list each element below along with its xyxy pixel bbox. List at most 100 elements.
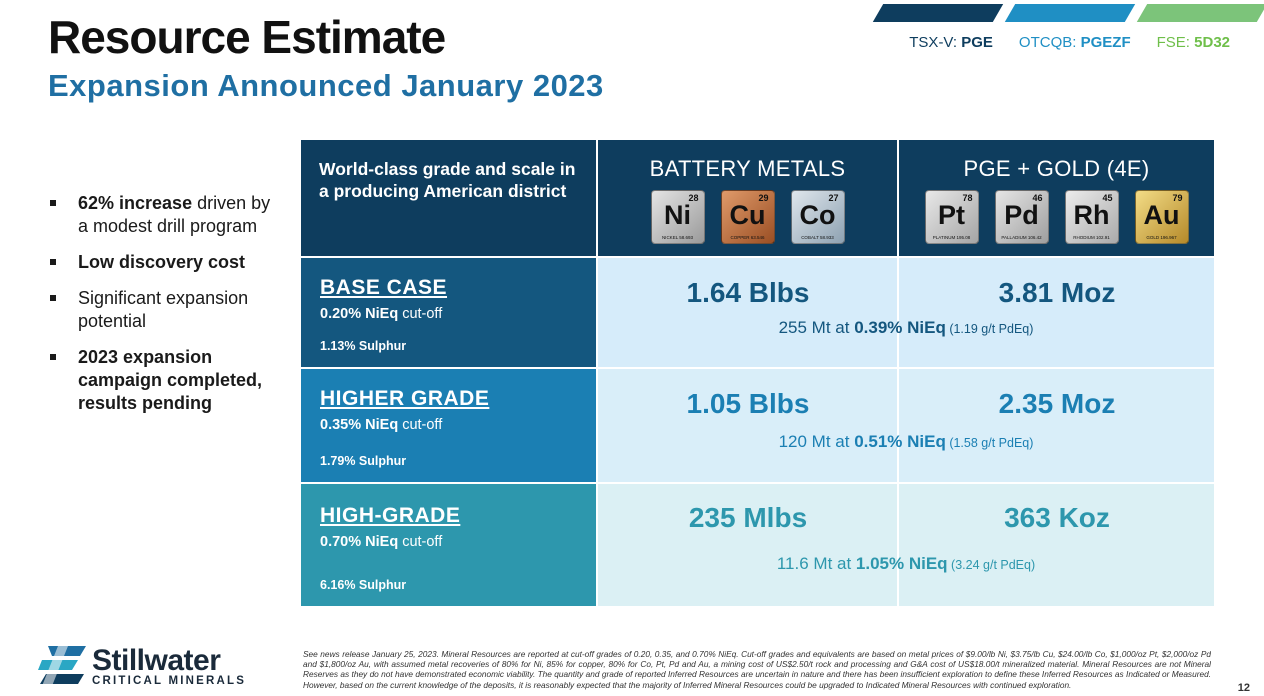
bullet-bold-text: Low discovery cost: [78, 252, 246, 272]
page-subtitle: Expansion Announced January 2023: [48, 68, 604, 103]
row-label-higher-grade: HIGHER GRADE 0.35% NiEq cut-off 1.79% Sulp…: [301, 369, 596, 482]
cutoff-value: 0.20% NiEq: [320, 306, 399, 322]
page-title: Resource Estimate: [48, 11, 446, 63]
cutoff-grade: 0.35% NiEq cut-off: [320, 417, 596, 433]
row-data: 235 Mlbs 363 Koz 11.6 Mt at 1.05% NiEq (3.…: [598, 484, 1214, 606]
header-decor-stripes: [870, 4, 1264, 24]
element-number: 46: [1032, 193, 1043, 203]
stripe-green: [1136, 4, 1264, 22]
battery-metals-header: BATTERY METALS 28 Ni NICKEL 58.693 29 Cu COPP…: [598, 140, 897, 256]
element-number: 27: [828, 193, 839, 203]
resource-table: World-class grade and scale in a produci…: [301, 140, 1214, 606]
element-tile-ni: 28 Ni NICKEL 58.693: [650, 190, 705, 244]
ticker-pgezf: OTCQB: PGEZF: [1019, 34, 1131, 51]
element-name: PALLADIUM 106.42: [1001, 235, 1042, 240]
tonnage-text: 120 Mt at: [778, 432, 855, 451]
bullet-text: driven by a modest drill program: [78, 193, 271, 236]
ticker-symbol: PGEZF: [1080, 34, 1131, 51]
nieq-grade: 0.51% NiEq: [854, 432, 946, 451]
stripe-blue: [1004, 4, 1136, 22]
element-symbol: Pt: [938, 200, 965, 230]
row-label-base-case: BASE CASE 0.20% NiEq cut-off 1.13% Sulphur: [301, 258, 596, 367]
tonnage-grade-line: 11.6 Mt at 1.05% NiEq (3.24 g/t PdEq): [598, 554, 1214, 574]
ticker-prefix: TSX-V:: [909, 34, 958, 51]
case-name: HIGHER GRADE: [320, 387, 490, 410]
nieq-grade: 0.39% NiEq: [854, 318, 946, 337]
pge-gold-value: 3.81 Moz: [998, 277, 1116, 308]
cutoff-grade: 0.70% NiEq cut-off: [320, 534, 596, 550]
tonnage-grade-line: 120 Mt at 0.51% NiEq (1.58 g/t PdEq): [598, 432, 1214, 452]
case-name: HIGH-GRADE: [320, 504, 461, 527]
stripe-navy: [872, 4, 1004, 22]
highlights-list: 62% increase driven by a modest drill pr…: [48, 192, 278, 428]
pdeq-grade: (1.19 g/t PdEq): [945, 322, 1034, 336]
cutoff-value: 0.35% NiEq: [320, 417, 399, 433]
battery-metals-title: BATTERY METALS: [649, 156, 846, 181]
cutoff-value: 0.70% NiEq: [320, 534, 399, 550]
element-number: 29: [758, 193, 769, 203]
sulphur-grade: 6.16% Sulphur: [320, 578, 407, 592]
nieq-grade: 1.05% NiEq: [855, 554, 948, 573]
element-symbol: Rh: [1073, 200, 1110, 230]
pdeq-grade: (3.24 g/t PdEq): [947, 558, 1036, 572]
element-name: COBALT 58.933: [801, 235, 834, 240]
pge-gold-header: PGE + GOLD (4E) 78 Pt PLATINUM 195.08 46 Pd P…: [899, 140, 1214, 256]
table-header-intro: World-class grade and scale in a produci…: [301, 140, 596, 256]
ticker-prefix: OTCQB:: [1018, 34, 1077, 51]
element-symbol: Pd: [1004, 200, 1039, 230]
ticker-symbol: PGE: [961, 34, 993, 51]
element-tile-cu: 29 Cu COPPER 63.546: [720, 190, 775, 244]
element-number: 45: [1102, 193, 1113, 203]
bullet-text: Significant expansion potential: [78, 288, 249, 331]
element-symbol: Ni: [664, 200, 691, 230]
battery-metal-tiles: 28 Ni NICKEL 58.693 29 Cu COPPER 63.546 27 Co CO…: [598, 190, 897, 244]
bullet-square-icon: [50, 295, 56, 301]
bullet-square-icon: [50, 200, 56, 206]
element-name: GOLD 196.967: [1146, 235, 1177, 240]
battery-metals-value: 1.64 Blbs: [686, 277, 810, 308]
cutoff-label: cut-off: [398, 306, 443, 322]
pge-gold-title: PGE + GOLD (4E): [963, 156, 1150, 181]
element-tile-co: 27 Co COBALT 58.933: [790, 190, 845, 244]
cutoff-grade: 0.20% NiEq cut-off: [320, 306, 596, 322]
ticker-prefix: FSE:: [1156, 34, 1190, 51]
element-number: 28: [688, 193, 699, 203]
row-data: 1.05 Blbs 2.35 Moz 120 Mt at 0.51% NiEq (1…: [598, 369, 1214, 482]
element-symbol: Au: [1143, 200, 1180, 230]
element-number: 78: [962, 193, 973, 203]
element-name: PLATINUM 195.08: [932, 235, 971, 240]
logo-subtitle: CRITICAL MINERALS: [92, 675, 247, 687]
element-tile-rh: 45 Rh RHODIUM 102.91: [1064, 190, 1119, 244]
bullet-item: Significant expansion potential: [48, 287, 278, 333]
element-symbol: Co: [799, 200, 836, 230]
pge-gold-value: 2.35 Moz: [998, 388, 1116, 419]
bullet-item: 2023 expansion campaign completed, resul…: [48, 346, 278, 415]
ticker-pge: TSX-V: PGE: [909, 34, 993, 51]
page-number: 12: [1237, 682, 1250, 694]
element-tile-au: 79 Au GOLD 196.967: [1134, 190, 1189, 244]
footnote: See news release January 25, 2023. Miner…: [303, 649, 1211, 690]
pge-gold-value: 363 Koz: [1004, 502, 1110, 533]
element-name: COPPER 63.546: [730, 235, 765, 240]
bullet-bold-text: 62% increase: [78, 193, 193, 213]
row-label-high-grade: HIGH-GRADE 0.70% NiEq cut-off 6.16% Sulphu…: [301, 484, 596, 606]
cutoff-label: cut-off: [398, 534, 443, 550]
element-tile-pt: 78 Pt PLATINUM 195.08: [924, 190, 979, 244]
battery-metals-value: 1.05 Blbs: [686, 388, 810, 419]
column-divider: [897, 369, 899, 482]
stock-tickers: TSX-V: PGE OTCQB: PGEZF FSE: 5D32: [909, 34, 1230, 51]
column-divider: [897, 484, 899, 606]
column-divider: [897, 258, 899, 367]
cutoff-label: cut-off: [398, 417, 443, 433]
element-tile-pd: 46 Pd PALLADIUM 106.42: [994, 190, 1049, 244]
tonnage-text: 11.6 Mt at: [776, 554, 856, 573]
element-name: RHODIUM 102.91: [1073, 235, 1110, 240]
pdeq-grade: (1.58 g/t PdEq): [945, 436, 1034, 450]
bullet-item: Low discovery cost: [48, 251, 278, 274]
element-name: NICKEL 58.693: [661, 235, 694, 240]
bullet-square-icon: [50, 354, 56, 360]
bullet-square-icon: [50, 259, 56, 265]
tonnage-text: 255 Mt at: [778, 318, 855, 337]
sulphur-grade: 1.13% Sulphur: [320, 339, 407, 353]
row-data: 1.64 Blbs 3.81 Moz 255 Mt at 0.39% NiEq (1…: [598, 258, 1214, 367]
